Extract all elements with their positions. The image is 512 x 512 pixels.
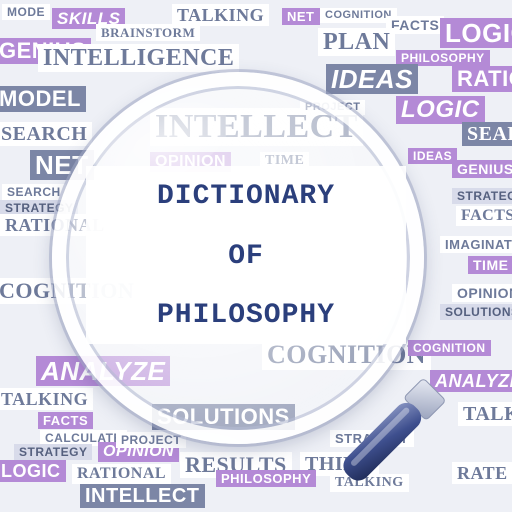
collage-word: OPINION	[452, 284, 512, 302]
collage-word: SEARCH	[2, 184, 66, 200]
collage-word: ANALYZE	[430, 370, 512, 392]
collage-word: BRAINSTORM	[96, 24, 201, 41]
collage-word: NET	[282, 8, 320, 25]
collage-word: TIME	[468, 256, 512, 274]
collage-word: TALKING	[172, 4, 270, 26]
collage-word: STRATEGY	[330, 430, 414, 447]
collage-word: IDEAS	[326, 64, 418, 94]
collage-word: FACTS	[386, 16, 445, 34]
collage-word: PROJECT	[116, 432, 187, 448]
collage-word: LOGIC	[0, 460, 66, 482]
collage-word: MODEL	[0, 86, 86, 112]
collage-word: FACTS	[38, 412, 94, 429]
collage-word: RATIONAL	[452, 66, 512, 92]
collage-word: TALKING	[0, 388, 94, 410]
collage-word: COGNITION	[320, 8, 397, 23]
collage-word: IMAGINATION	[440, 236, 512, 253]
collage-word: TALKING	[330, 474, 409, 492]
collage-word: RATIONAL	[72, 464, 172, 484]
collage-word: COGNITION	[408, 340, 491, 356]
collage-word: FACTS	[456, 206, 512, 226]
collage-word: PHILOSOPHY	[216, 470, 317, 487]
collage-word: PLAN	[318, 28, 396, 56]
cover-title-line: DICTIONARY	[156, 181, 336, 212]
collage-word: RATE	[452, 462, 512, 484]
collage-word: MODE	[2, 4, 50, 20]
collage-word: INTELLIGENCE	[38, 44, 240, 72]
collage-word: SEARCH	[0, 122, 93, 146]
collage-word: LOGIC	[396, 96, 485, 124]
cover-title-line: PHILOSOPHY	[156, 300, 336, 331]
collage-word: INTELLECT	[80, 484, 205, 508]
title-band	[86, 166, 406, 344]
cover-title-line: OF	[228, 241, 264, 272]
collage-word: SKILLS	[52, 8, 126, 29]
collage-word: GENIUS	[452, 160, 512, 178]
collage-word: SOLUTIONS	[440, 304, 512, 320]
collage-word: STRATEGY	[14, 444, 93, 460]
collage-word: PHILOSOPHY	[396, 50, 490, 66]
collage-word: IDEAS	[408, 148, 458, 164]
collage-word: TALK	[458, 402, 512, 426]
collage-word: STRATEGY	[452, 188, 512, 204]
collage-word: SEARCH	[462, 122, 512, 146]
collage-word: LOGIC	[440, 18, 512, 48]
